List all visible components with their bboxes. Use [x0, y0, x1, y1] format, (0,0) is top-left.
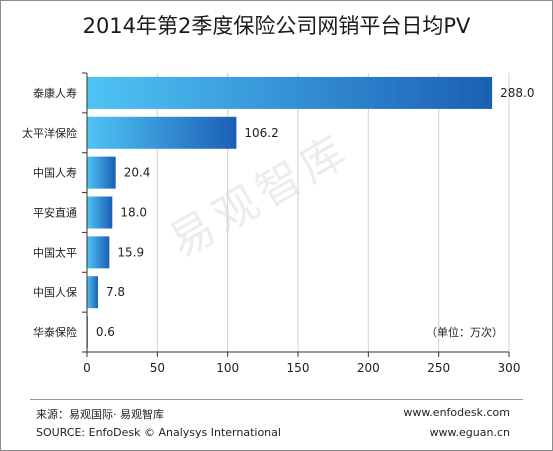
bar-value-label: 18.0	[120, 206, 147, 220]
source-en: SOURCE: EnfoDesk © Analysys Internationa…	[36, 426, 281, 439]
grid-lines	[156, 73, 510, 352]
category-label: 华泰保险	[33, 325, 77, 339]
bar	[87, 236, 110, 269]
x-tick-label: 300	[498, 361, 521, 375]
footer-url-eguan[interactable]: www.eguan.cn	[429, 426, 510, 439]
category-label: 平安直通	[33, 206, 77, 220]
category-label: 泰康人寿	[33, 86, 77, 100]
category-label: 太平洋保险	[22, 126, 77, 140]
bar	[87, 76, 493, 109]
bar-value-label: 15.9	[117, 245, 144, 259]
x-tick-label: 50	[150, 361, 165, 375]
category-label: 中国人保	[33, 285, 77, 299]
category-label: 中国太平	[33, 246, 77, 259]
chart-title: 2014年第2季度保险公司网销平台日均PV	[82, 14, 471, 38]
category-label: 中国人寿	[33, 166, 77, 180]
bar-value-label: 0.6	[96, 325, 115, 339]
footer-url-enfodesk[interactable]: www.enfodesk.com	[403, 406, 510, 419]
bar	[87, 196, 113, 229]
bar	[87, 156, 116, 189]
bar-value-label: 106.2	[244, 126, 278, 140]
x-tick-label: 0	[83, 361, 91, 375]
source-cn: 来源：易观国际· 易观智库	[36, 408, 164, 421]
bar-value-label: 20.4	[124, 166, 151, 180]
x-tick-label: 150	[287, 361, 310, 375]
bars: 288.0 106.2 20.4 18.0 15.9 7.8 0.6	[87, 76, 534, 349]
footer-divider	[30, 399, 523, 400]
bar-value-label: 288.0	[500, 86, 534, 100]
x-tick-label: 250	[427, 361, 450, 375]
axes: 0 50 100 150 200 250 300 泰康人寿太平洋保险中国人寿平安直通中国太平中…	[22, 72, 521, 375]
x-tick-label: 100	[216, 361, 239, 375]
bar	[87, 116, 237, 149]
bar-value-label: 7.8	[106, 285, 125, 299]
x-tick-label: 200	[357, 361, 380, 375]
unit-note: （单位：万次）	[426, 325, 503, 339]
bar	[87, 276, 98, 309]
